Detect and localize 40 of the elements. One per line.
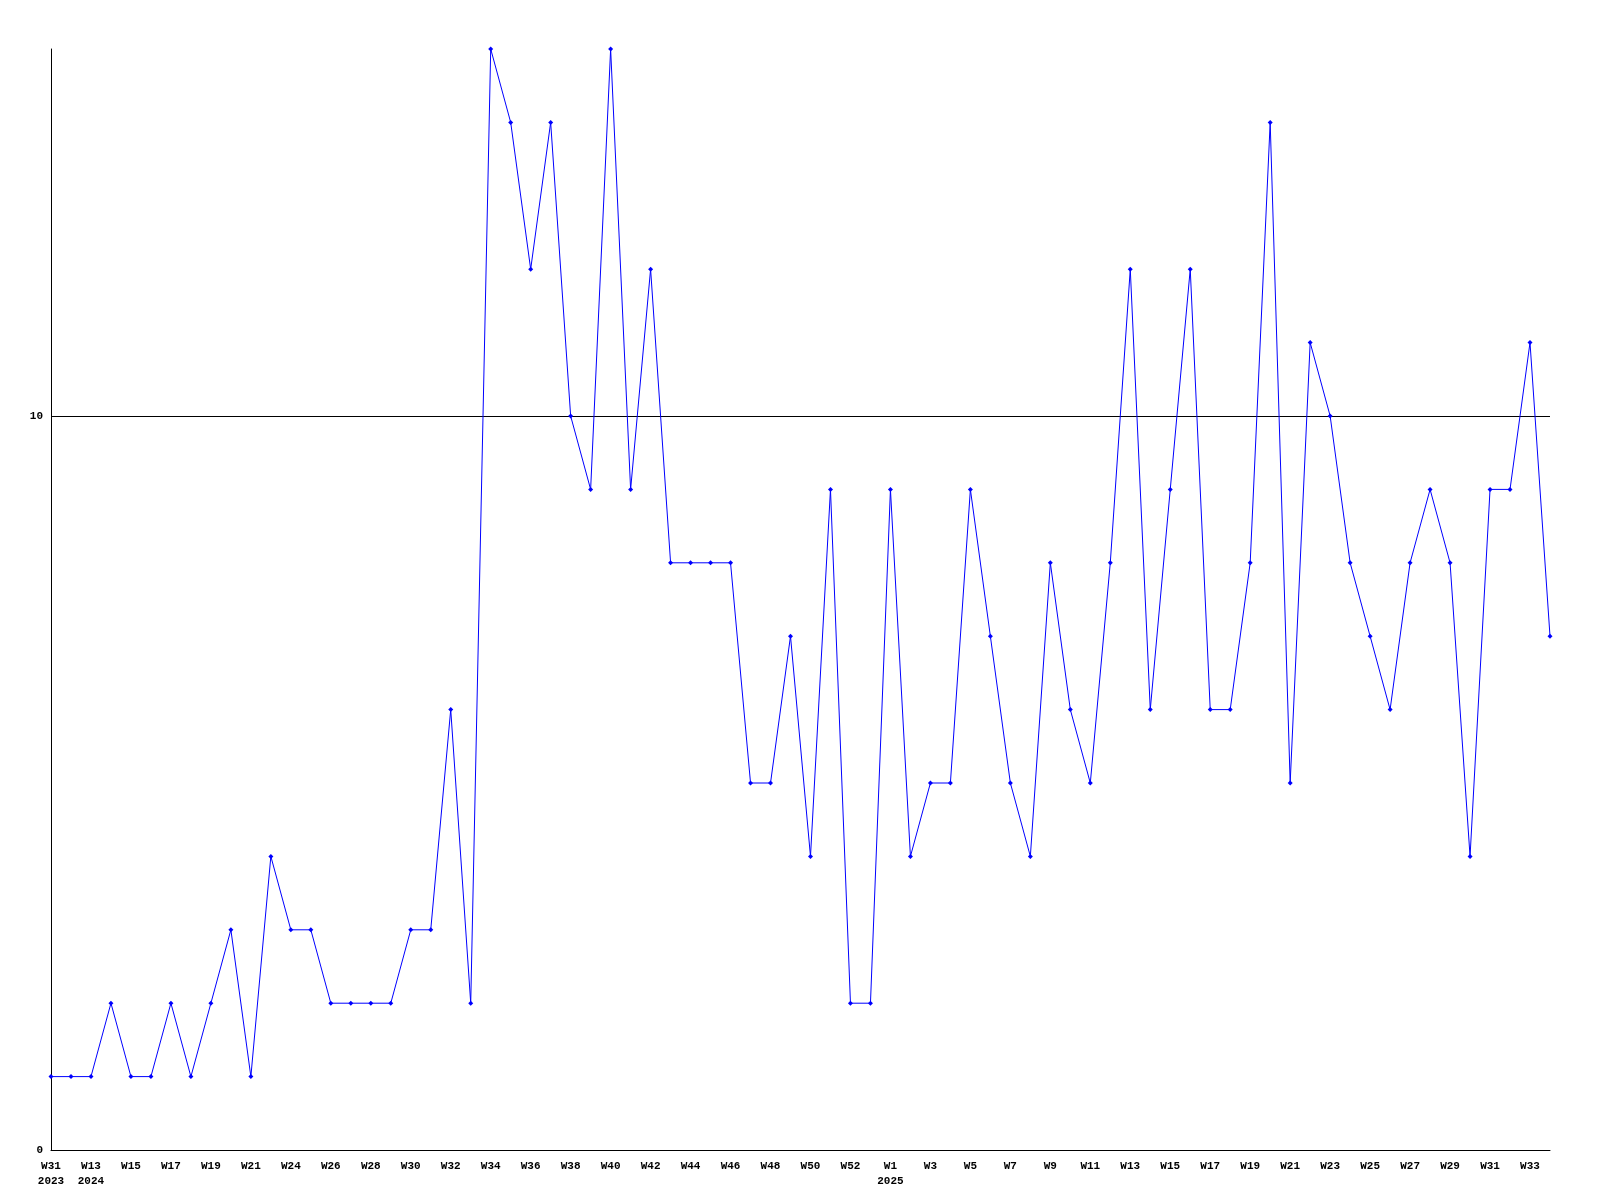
x-tick-label: W3 xyxy=(923,1159,938,1172)
x-tick-label: W23 xyxy=(1320,1159,1341,1172)
x-tick-label: W17 xyxy=(161,1159,181,1172)
x-tick-label: W33 xyxy=(1520,1159,1541,1172)
x-tick-label: W32 xyxy=(440,1159,461,1172)
x-tick-label: W29 xyxy=(1440,1159,1460,1172)
x-tick-label: W36 xyxy=(520,1159,541,1172)
x-tick-label: W31 2023 xyxy=(37,1159,65,1187)
x-tick-label: W50 xyxy=(800,1159,821,1172)
x-tick-label: W7 xyxy=(1003,1159,1017,1172)
x-tick-label: W31 xyxy=(1480,1159,1501,1172)
x-tick-label: W46 xyxy=(720,1159,741,1172)
x-tick-label: W15 xyxy=(121,1159,142,1172)
x-tick-label: W15 xyxy=(1160,1159,1181,1172)
x-tick-label: W52 xyxy=(840,1159,861,1172)
x-tick-label: W24 xyxy=(280,1159,302,1172)
x-tick-label: W42 xyxy=(640,1159,661,1172)
x-tick-label: W1 2025 xyxy=(877,1159,905,1187)
x-tick-label: W30 xyxy=(400,1159,421,1172)
x-tick-label: W48 xyxy=(760,1159,781,1172)
x-tick-label: W19 xyxy=(1240,1159,1261,1172)
y-tick-label: 0 xyxy=(36,1144,43,1156)
x-tick-label: W38 xyxy=(560,1159,581,1172)
y-tick-label: 10 xyxy=(29,410,43,422)
x-tick-label: W27 xyxy=(1400,1159,1420,1172)
x-tick-label: W21 xyxy=(240,1159,262,1172)
x-tick-label: W9 xyxy=(1043,1159,1057,1172)
x-tick-label: W34 xyxy=(480,1159,501,1172)
x-tick-label: W21 xyxy=(1280,1159,1301,1172)
x-tick-label: W44 xyxy=(680,1159,701,1172)
x-tick-label: W28 xyxy=(360,1159,382,1172)
x-tick-label: W40 xyxy=(600,1159,621,1172)
x-tick-label: W13 2024 xyxy=(77,1159,105,1187)
x-tick-label: W26 xyxy=(320,1159,341,1172)
x-tick-label: W17 xyxy=(1200,1159,1221,1172)
x-tick-label: W11 xyxy=(1080,1159,1101,1172)
x-tick-label: W5 xyxy=(963,1159,978,1172)
x-tick-label: W13 xyxy=(1120,1159,1141,1172)
x-tick-label: W25 xyxy=(1360,1159,1381,1172)
x-tick-label: W19 xyxy=(200,1159,221,1172)
